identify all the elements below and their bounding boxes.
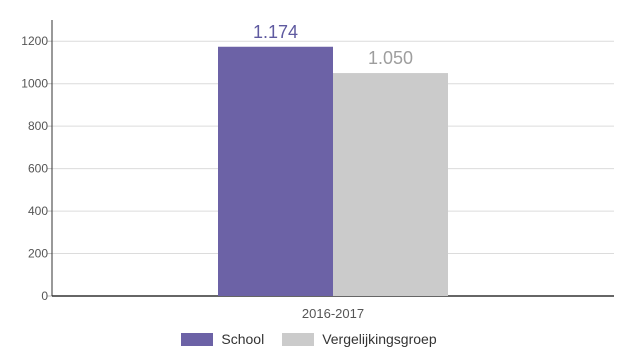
y-tick-label-600: 600 [28, 162, 48, 176]
y-tick-label-0: 0 [41, 289, 48, 303]
y-tick-label-800: 800 [28, 119, 48, 133]
y-tick-label-400: 400 [28, 204, 48, 218]
legend: School Vergelijkingsgroep [0, 329, 618, 349]
y-tick-label-1000: 1000 [21, 77, 48, 91]
bar-chart-plot: 0 200 400 600 800 1000 1200 1.174 1.050 2016-2017 [21, 20, 614, 321]
data-label-school: 1.174 [253, 22, 298, 42]
y-tick-label-200: 200 [28, 247, 48, 261]
legend-swatch-vergelijkingsgroep [282, 332, 315, 346]
bar-vergelijkingsgroep [333, 73, 448, 296]
legend-item-school: School [181, 331, 264, 347]
legend-label-school: School [221, 331, 265, 347]
legend-item-vergelijkingsgroep: Vergelijkingsgroep [282, 331, 437, 347]
y-tick-label-1200: 1200 [21, 34, 48, 48]
legend-label-vergelijkingsgroep: Vergelijkingsgroep [322, 331, 437, 347]
data-label-vergelijkingsgroep: 1.050 [368, 48, 413, 68]
bar-school [218, 46, 333, 297]
x-category-label: 2016-2017 [302, 306, 364, 321]
legend-swatch-school [181, 332, 214, 346]
